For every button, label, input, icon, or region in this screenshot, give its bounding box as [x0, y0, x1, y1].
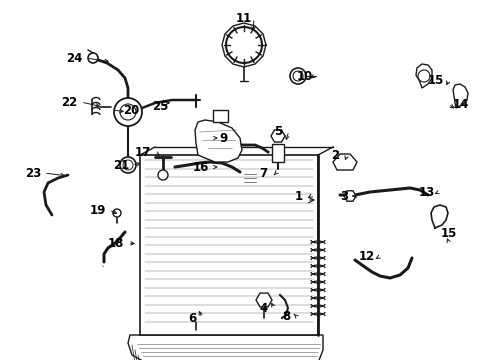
- Bar: [140, 155, 317, 335]
- Text: 25: 25: [151, 99, 168, 113]
- Polygon shape: [195, 120, 242, 162]
- Text: 11: 11: [235, 12, 252, 24]
- Circle shape: [225, 27, 262, 63]
- Text: 19: 19: [90, 203, 106, 216]
- Text: 21: 21: [113, 158, 129, 171]
- Text: 7: 7: [259, 166, 266, 180]
- Polygon shape: [256, 293, 271, 307]
- Circle shape: [158, 170, 168, 180]
- Circle shape: [120, 104, 136, 120]
- Circle shape: [292, 71, 303, 81]
- Circle shape: [114, 98, 142, 126]
- Bar: [213, 110, 227, 122]
- Circle shape: [417, 70, 429, 82]
- Polygon shape: [128, 335, 323, 360]
- Text: 9: 9: [220, 131, 228, 144]
- Polygon shape: [343, 191, 355, 201]
- Text: 3: 3: [339, 189, 347, 202]
- Text: 17: 17: [135, 145, 151, 158]
- Text: 2: 2: [330, 149, 338, 162]
- Bar: [271, 144, 284, 162]
- Circle shape: [289, 68, 305, 84]
- Text: 12: 12: [358, 251, 374, 264]
- Polygon shape: [242, 168, 258, 188]
- Text: 15: 15: [427, 73, 443, 86]
- Text: 8: 8: [281, 310, 289, 323]
- Polygon shape: [270, 130, 285, 142]
- Text: 5: 5: [273, 125, 282, 138]
- Text: 13: 13: [418, 185, 434, 198]
- Text: 10: 10: [296, 69, 312, 82]
- Circle shape: [260, 296, 267, 304]
- Polygon shape: [452, 84, 467, 108]
- Text: 24: 24: [66, 51, 82, 64]
- Circle shape: [346, 193, 352, 199]
- Text: 20: 20: [122, 104, 139, 117]
- Text: 1: 1: [294, 189, 303, 202]
- Polygon shape: [184, 308, 207, 322]
- Text: 6: 6: [187, 311, 196, 324]
- Text: 14: 14: [452, 98, 468, 111]
- Text: 18: 18: [107, 237, 124, 249]
- Circle shape: [340, 158, 348, 166]
- Circle shape: [88, 53, 98, 63]
- Text: 4: 4: [259, 302, 267, 315]
- Text: 15: 15: [440, 226, 456, 239]
- Text: 22: 22: [61, 95, 77, 108]
- Polygon shape: [332, 154, 356, 170]
- Text: 23: 23: [25, 166, 41, 180]
- Circle shape: [120, 157, 136, 173]
- Text: 16: 16: [192, 161, 209, 174]
- Circle shape: [113, 209, 121, 217]
- Polygon shape: [415, 64, 431, 88]
- Circle shape: [123, 160, 133, 170]
